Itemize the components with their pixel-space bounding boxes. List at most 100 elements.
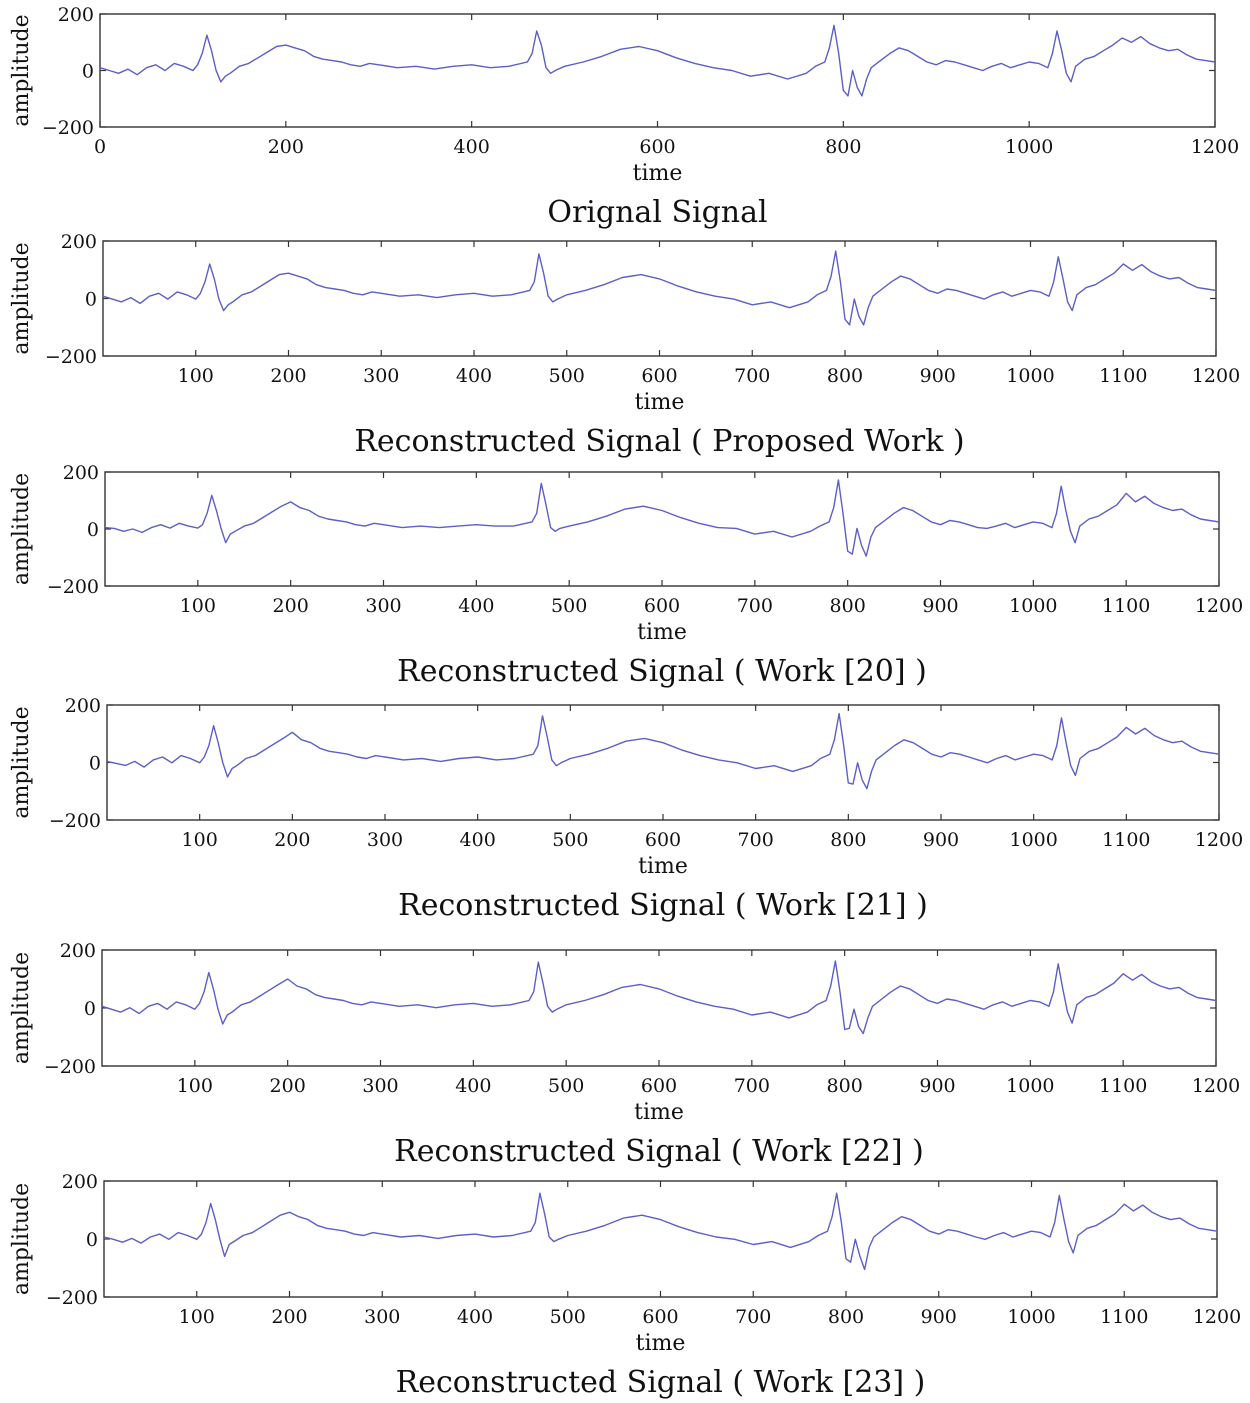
panel-2: 100 200 300 400 500 600 700 800 900 1000 1100 1200 2… xyxy=(9,231,1240,459)
x-tick-label: 400 xyxy=(455,1075,491,1097)
x-axis-label: time xyxy=(637,620,687,645)
x-tick-label: 1000 xyxy=(1006,365,1054,387)
x-tick-label: 0 xyxy=(94,136,106,158)
x-tick-label: 300 xyxy=(367,829,403,851)
panel-3: 100 200 300 400 500 600 700 800 900 1000 1100 1200 2… xyxy=(9,462,1243,689)
x-tick-label: 600 xyxy=(642,1306,678,1328)
axes-frame xyxy=(103,1180,1218,1298)
x-tick-label: 700 xyxy=(738,829,774,851)
x-tick-label: 800 xyxy=(827,1075,863,1097)
panel-4: 100 200 300 400 500 600 700 800 900 1000 1100 1200 2… xyxy=(9,695,1243,923)
x-tick-label: 400 xyxy=(460,829,496,851)
x-tick-label: 200 xyxy=(273,595,309,617)
panel-title: Reconstructed Signal ( Work [20] ) xyxy=(397,654,927,689)
x-tick-label: 1000 xyxy=(1006,1075,1054,1097)
y-tick-label: −200 xyxy=(49,810,101,832)
y-tick-label: 0 xyxy=(85,289,97,311)
x-tick-label: 1000 xyxy=(1009,829,1057,851)
x-axis-label: time xyxy=(636,1331,686,1356)
y-tick-label: 200 xyxy=(60,940,96,962)
x-tick-label: 200 xyxy=(271,1306,307,1328)
y-tick-label: −200 xyxy=(44,1056,96,1078)
x-tick-label: 1100 xyxy=(1102,595,1150,617)
x-tick-label: 400 xyxy=(458,595,494,617)
x-tick-label: 900 xyxy=(923,829,959,851)
x-tick-label: 1100 xyxy=(1102,829,1150,851)
x-tick-label: 1200 xyxy=(1195,595,1243,617)
x-tick-label: 200 xyxy=(270,365,306,387)
x-tick-label: 200 xyxy=(270,1075,306,1097)
panel-title: Reconstructed Signal ( Work [22] ) xyxy=(394,1134,924,1169)
x-tick-label: 600 xyxy=(641,365,677,387)
y-axis-label: amplitude xyxy=(9,473,34,585)
y-tick-label: 200 xyxy=(58,4,94,26)
x-tick-label: 900 xyxy=(920,365,956,387)
x-tick-label: 900 xyxy=(922,595,958,617)
signal-line xyxy=(101,960,1217,1035)
x-tick-label: 100 xyxy=(178,365,214,387)
x-tick-label: 700 xyxy=(734,1075,770,1097)
x-tick-label: 300 xyxy=(362,1075,398,1097)
y-tick-label: 200 xyxy=(62,1171,98,1193)
x-tick-label: 600 xyxy=(645,829,681,851)
x-tick-label: 1200 xyxy=(1192,1075,1240,1097)
x-tick-label: 500 xyxy=(550,1306,586,1328)
x-tick-label: 800 xyxy=(830,829,866,851)
y-tick-label: 0 xyxy=(86,1229,98,1251)
x-tick-label: 100 xyxy=(182,829,218,851)
x-tick-label: 300 xyxy=(365,595,401,617)
x-tick-label: 600 xyxy=(641,1075,677,1097)
panel-title: Reconstructed Signal ( Work [23] ) xyxy=(396,1365,926,1400)
x-axis-label: time xyxy=(633,161,683,186)
x-tick-label: 400 xyxy=(457,1306,493,1328)
x-tick-label: 1200 xyxy=(1192,365,1240,387)
signal-line xyxy=(104,479,1220,557)
x-tick-label: 800 xyxy=(828,1306,864,1328)
x-tick-label: 1200 xyxy=(1195,829,1243,851)
y-axis-label: amplitude xyxy=(9,1183,34,1295)
panel-1: 0 200 400 600 800 1000 12002000−200timeamplitu… xyxy=(9,4,1239,230)
x-tick-label: 700 xyxy=(734,365,770,387)
x-tick-label: 600 xyxy=(639,136,675,158)
x-tick-label: 300 xyxy=(363,365,399,387)
x-tick-label: 300 xyxy=(364,1306,400,1328)
y-axis-label: amplitude xyxy=(9,14,34,126)
y-axis-label: amplitude xyxy=(9,706,34,818)
y-tick-label: 0 xyxy=(84,998,96,1020)
x-tick-label: 500 xyxy=(548,1075,584,1097)
y-tick-label: 200 xyxy=(63,462,99,484)
x-tick-label: 1200 xyxy=(1191,136,1239,158)
x-tick-label: 1100 xyxy=(1099,1075,1147,1097)
panel-title: Orignal Signal xyxy=(547,195,767,230)
y-tick-label: 0 xyxy=(87,519,99,541)
signal-line xyxy=(102,250,1217,326)
y-tick-label: 200 xyxy=(65,695,101,717)
signal-line xyxy=(103,1192,1218,1271)
x-tick-label: 1000 xyxy=(1007,1306,1055,1328)
signal-line xyxy=(99,24,1216,97)
axes-frame xyxy=(104,471,1220,587)
x-tick-label: 900 xyxy=(919,1075,955,1097)
axes-frame xyxy=(106,704,1220,821)
y-axis-label: amplitude xyxy=(9,242,34,354)
x-axis-label: time xyxy=(634,1100,684,1125)
panel-title: Reconstructed Signal ( Proposed Work ) xyxy=(354,424,964,459)
y-tick-label: 0 xyxy=(89,753,101,775)
x-tick-label: 800 xyxy=(827,365,863,387)
x-tick-label: 500 xyxy=(552,829,588,851)
x-tick-label: 400 xyxy=(456,365,492,387)
x-tick-label: 500 xyxy=(549,365,585,387)
x-tick-label: 1100 xyxy=(1099,365,1147,387)
x-tick-label: 900 xyxy=(921,1306,957,1328)
y-axis-label: amplitude xyxy=(9,952,34,1064)
y-tick-label: −200 xyxy=(47,576,99,598)
x-tick-label: 100 xyxy=(180,595,216,617)
axes-frame xyxy=(99,13,1216,128)
y-tick-label: 0 xyxy=(82,61,94,83)
y-tick-label: 200 xyxy=(61,231,97,253)
x-tick-label: 800 xyxy=(825,136,861,158)
x-tick-label: 200 xyxy=(268,136,304,158)
x-tick-label: 500 xyxy=(551,595,587,617)
axes-frame xyxy=(101,949,1217,1067)
x-tick-label: 200 xyxy=(274,829,310,851)
